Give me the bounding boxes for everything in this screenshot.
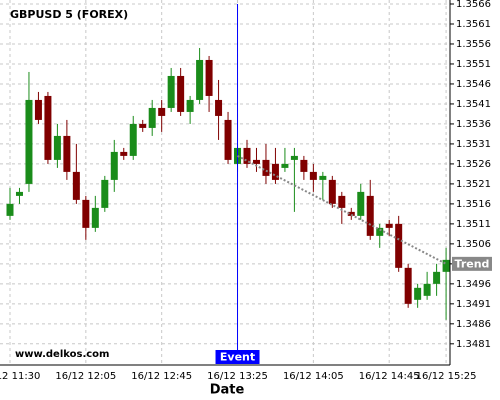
x-tick-label: 16/12 14:45 bbox=[359, 371, 420, 382]
event-label-box bbox=[215, 350, 260, 364]
candle-body bbox=[148, 107, 156, 128]
candle-body bbox=[433, 271, 441, 284]
grid bbox=[0, 0, 450, 365]
candle-body bbox=[262, 159, 270, 176]
candle-body bbox=[167, 75, 175, 108]
candle-body bbox=[404, 267, 412, 304]
candle-body bbox=[196, 59, 204, 100]
y-tick-label: 1.3546 bbox=[456, 79, 491, 90]
candle-body bbox=[120, 151, 128, 156]
candle-body bbox=[271, 163, 279, 180]
x-axis-title: Date bbox=[210, 383, 245, 398]
y-tick-label: 1.3536 bbox=[456, 119, 491, 130]
y-tick-label: 1.3506 bbox=[456, 239, 491, 250]
candle-body bbox=[300, 159, 308, 172]
candle-body bbox=[15, 191, 23, 196]
candle-body bbox=[319, 175, 327, 180]
candle-body bbox=[385, 223, 393, 228]
candle-body bbox=[414, 287, 422, 300]
candle-body bbox=[243, 147, 251, 164]
y-tick-label: 1.3516 bbox=[456, 199, 491, 210]
x-tick-label: 16/12 15:25 bbox=[416, 371, 477, 382]
candle-body bbox=[139, 123, 147, 128]
y-tick-label: 1.3526 bbox=[456, 159, 491, 170]
trend-label-box bbox=[452, 256, 492, 271]
y-tick-label: 1.3511 bbox=[456, 219, 491, 230]
candle-body bbox=[186, 99, 194, 112]
candle-body bbox=[91, 207, 99, 228]
candle-body bbox=[72, 171, 80, 200]
y-tick-label: 1.3531 bbox=[456, 139, 491, 150]
candle-body bbox=[252, 159, 260, 164]
candle-body bbox=[25, 99, 33, 184]
candles bbox=[6, 47, 450, 320]
candle-body bbox=[110, 151, 118, 180]
candle-body bbox=[158, 107, 166, 116]
candle-body bbox=[82, 199, 90, 228]
candle-body bbox=[101, 179, 109, 208]
candle-body bbox=[357, 191, 365, 216]
candle-body bbox=[366, 195, 374, 236]
candle-body bbox=[44, 95, 52, 160]
candle-body bbox=[328, 179, 336, 204]
candle-body bbox=[63, 135, 71, 172]
candle-body bbox=[395, 223, 403, 268]
candle-body bbox=[224, 119, 232, 160]
y-tick-label: 1.3561 bbox=[456, 19, 491, 30]
candle-body bbox=[442, 259, 450, 272]
x-tick-label: 16/12 14:05 bbox=[283, 371, 344, 382]
candle-body bbox=[53, 135, 61, 160]
candle-body bbox=[129, 123, 137, 156]
y-tick-label: 1.3486 bbox=[456, 319, 491, 330]
candle-body bbox=[376, 227, 384, 236]
candle-body bbox=[338, 195, 346, 208]
candle-body bbox=[177, 75, 185, 112]
x-tick-label: 16/12 13:25 bbox=[207, 371, 268, 382]
watermark: www.delkos.com bbox=[15, 349, 109, 360]
x-tick-label: 16/12 11:30 bbox=[0, 371, 40, 382]
y-tick-label: 1.3496 bbox=[456, 279, 491, 290]
candle-body bbox=[281, 163, 289, 168]
y-tick-label: 1.3521 bbox=[456, 179, 491, 190]
y-tick-label: 1.3541 bbox=[456, 99, 491, 110]
y-tick-label: 1.3551 bbox=[456, 59, 491, 70]
trend-line bbox=[237, 155, 447, 265]
y-tick-label: 1.3481 bbox=[456, 339, 491, 350]
x-tick-label: 16/12 12:05 bbox=[55, 371, 116, 382]
event-label: Event bbox=[220, 351, 255, 364]
y-tick-label: 1.3566 bbox=[456, 0, 491, 10]
chart-title: GBPUSD 5 (FOREX) bbox=[10, 8, 128, 21]
candle-body bbox=[290, 155, 298, 160]
candle-body bbox=[423, 283, 431, 296]
candle-body bbox=[34, 99, 42, 120]
x-tick-label: 16/12 12:45 bbox=[131, 371, 192, 382]
candle-body bbox=[6, 203, 14, 216]
candle-body bbox=[309, 171, 317, 180]
candle-body bbox=[215, 99, 223, 116]
y-tick-label: 1.3556 bbox=[456, 39, 491, 50]
y-tick-label: 1.3491 bbox=[456, 299, 491, 310]
candle-body bbox=[205, 59, 213, 96]
candle-body bbox=[347, 211, 355, 216]
trend-label: Trend bbox=[455, 257, 490, 270]
